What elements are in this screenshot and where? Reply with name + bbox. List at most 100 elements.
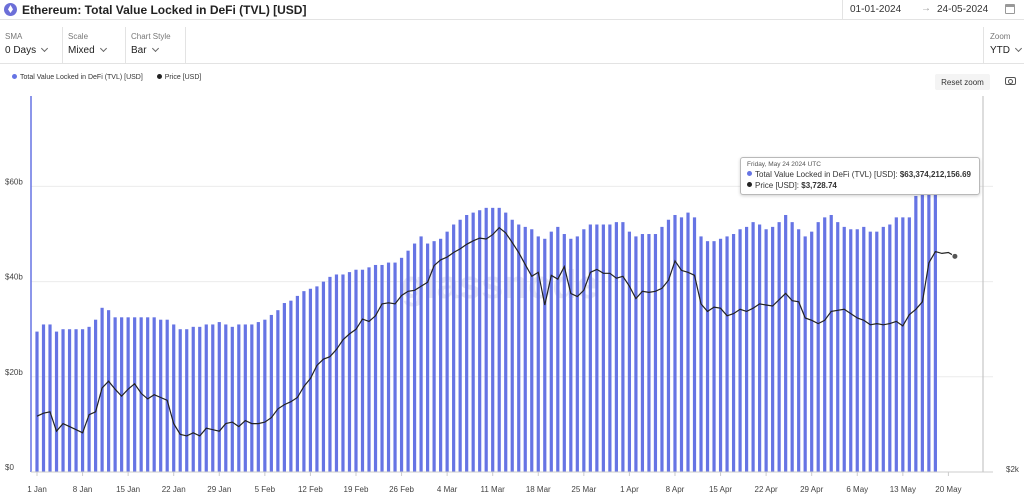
tvl-bar[interactable] <box>530 229 534 472</box>
tvl-bar[interactable] <box>484 207 488 473</box>
tvl-bar[interactable] <box>679 217 684 472</box>
tvl-bar[interactable] <box>432 241 436 472</box>
tvl-bar[interactable] <box>751 222 755 472</box>
tvl-bar[interactable] <box>692 217 697 472</box>
tvl-bar[interactable] <box>41 324 46 472</box>
tvl-bar[interactable] <box>315 286 319 472</box>
camera-icon[interactable] <box>1005 77 1016 85</box>
date-to[interactable]: 24-05-2024 <box>937 4 989 15</box>
tvl-bar[interactable] <box>927 186 931 473</box>
tvl-bar[interactable] <box>803 236 807 472</box>
tvl-bar[interactable] <box>412 243 417 472</box>
tvl-bar[interactable] <box>823 217 827 472</box>
reset-zoom-button[interactable]: Reset zoom <box>935 74 990 90</box>
tvl-bar[interactable] <box>341 274 345 472</box>
tvl-bar[interactable] <box>126 317 130 472</box>
tvl-bar[interactable] <box>386 262 391 472</box>
tvl-bar[interactable] <box>647 234 651 472</box>
tvl-bar[interactable] <box>907 217 911 472</box>
tvl-bar[interactable] <box>764 229 768 472</box>
tvl-bar[interactable] <box>875 231 879 472</box>
zoom-dropdown[interactable]: Zoom YTD <box>983 27 1024 64</box>
tvl-bar[interactable] <box>517 224 521 472</box>
zoom-value[interactable]: YTD <box>990 44 1023 56</box>
tvl-bar[interactable] <box>608 224 612 472</box>
tvl-bar[interactable] <box>133 317 137 472</box>
tvl-bar[interactable] <box>35 331 39 472</box>
tvl-bar[interactable] <box>471 212 475 472</box>
tvl-bar[interactable] <box>74 329 78 472</box>
chart-style-dropdown[interactable]: Chart Style Bar <box>126 27 186 64</box>
tvl-bar[interactable] <box>185 329 189 472</box>
tvl-bar[interactable] <box>790 222 794 472</box>
tvl-bar[interactable] <box>478 210 482 472</box>
tvl-bar[interactable] <box>627 231 632 472</box>
tvl-bar[interactable] <box>61 329 65 472</box>
tvl-bar[interactable] <box>797 229 801 472</box>
tvl-bar[interactable] <box>250 324 254 472</box>
tvl-bar[interactable] <box>738 229 742 472</box>
date-from[interactable]: 01-01-2024 <box>850 4 902 15</box>
tvl-bar[interactable] <box>269 314 273 472</box>
tvl-bar[interactable] <box>634 236 638 472</box>
legend-item-price[interactable]: Price [USD] <box>156 73 201 81</box>
tvl-bar[interactable] <box>595 224 599 472</box>
tvl-bar[interactable] <box>491 207 495 473</box>
tvl-bar[interactable] <box>465 214 469 472</box>
tvl-bar[interactable] <box>263 319 267 472</box>
tvl-bar[interactable] <box>712 241 716 472</box>
tvl-bar[interactable] <box>504 212 508 472</box>
tvl-bar[interactable] <box>458 219 462 472</box>
tvl-bar[interactable] <box>113 317 117 472</box>
tvl-bar[interactable] <box>224 324 228 472</box>
tvl-bar[interactable] <box>334 274 339 472</box>
tvl-bar[interactable] <box>855 229 859 472</box>
tvl-bar[interactable] <box>439 238 443 472</box>
tvl-bar[interactable] <box>614 222 618 472</box>
tvl-bar[interactable] <box>523 226 527 472</box>
tvl-bar[interactable] <box>80 329 85 472</box>
tvl-bar[interactable] <box>601 224 605 472</box>
tvl-bar[interactable] <box>321 281 326 472</box>
tvl-bar[interactable] <box>107 310 111 472</box>
tvl-bar[interactable] <box>569 238 573 472</box>
tvl-bar[interactable] <box>367 267 371 472</box>
tvl-bar[interactable] <box>230 326 234 472</box>
tvl-bar[interactable] <box>640 234 645 472</box>
tvl-bar[interactable] <box>933 176 937 473</box>
tvl-bar[interactable] <box>588 224 592 472</box>
tvl-bar[interactable] <box>48 324 52 472</box>
tvl-bar[interactable] <box>198 326 202 472</box>
tvl-bar[interactable] <box>621 222 625 472</box>
tvl-bar[interactable] <box>810 231 814 472</box>
tvl-bar[interactable] <box>881 226 885 472</box>
tvl-bar[interactable] <box>816 222 820 472</box>
tvl-bar[interactable] <box>217 322 221 472</box>
tvl-bar[interactable] <box>289 300 293 472</box>
tvl-bar[interactable] <box>393 262 397 472</box>
scale-dropdown[interactable]: Scale Mixed <box>63 27 126 64</box>
tvl-bar[interactable] <box>731 234 736 472</box>
tvl-bar[interactable] <box>406 250 410 472</box>
tvl-bar[interactable] <box>445 231 449 472</box>
chart-style-value[interactable]: Bar <box>131 44 159 56</box>
tvl-bar[interactable] <box>354 269 358 472</box>
tvl-bar[interactable] <box>868 231 872 472</box>
tvl-bar[interactable] <box>914 195 918 472</box>
tvl-bar[interactable] <box>87 326 91 472</box>
tvl-bar[interactable] <box>842 226 846 472</box>
tvl-bar[interactable] <box>120 317 124 472</box>
tvl-bar[interactable] <box>452 224 456 472</box>
tvl-bar[interactable] <box>211 324 215 472</box>
calendar-icon[interactable] <box>1005 4 1015 14</box>
tvl-bar[interactable] <box>204 324 208 472</box>
tvl-bar[interactable] <box>347 272 352 472</box>
tvl-bar[interactable] <box>784 214 788 472</box>
tvl-bar[interactable] <box>744 226 749 472</box>
tvl-bar[interactable] <box>328 276 332 472</box>
tvl-bar[interactable] <box>54 331 59 472</box>
tvl-bar[interactable] <box>920 193 924 472</box>
tvl-bar[interactable] <box>894 217 898 472</box>
tvl-bar[interactable] <box>399 257 404 472</box>
sma-value[interactable]: 0 Days <box>5 44 49 56</box>
